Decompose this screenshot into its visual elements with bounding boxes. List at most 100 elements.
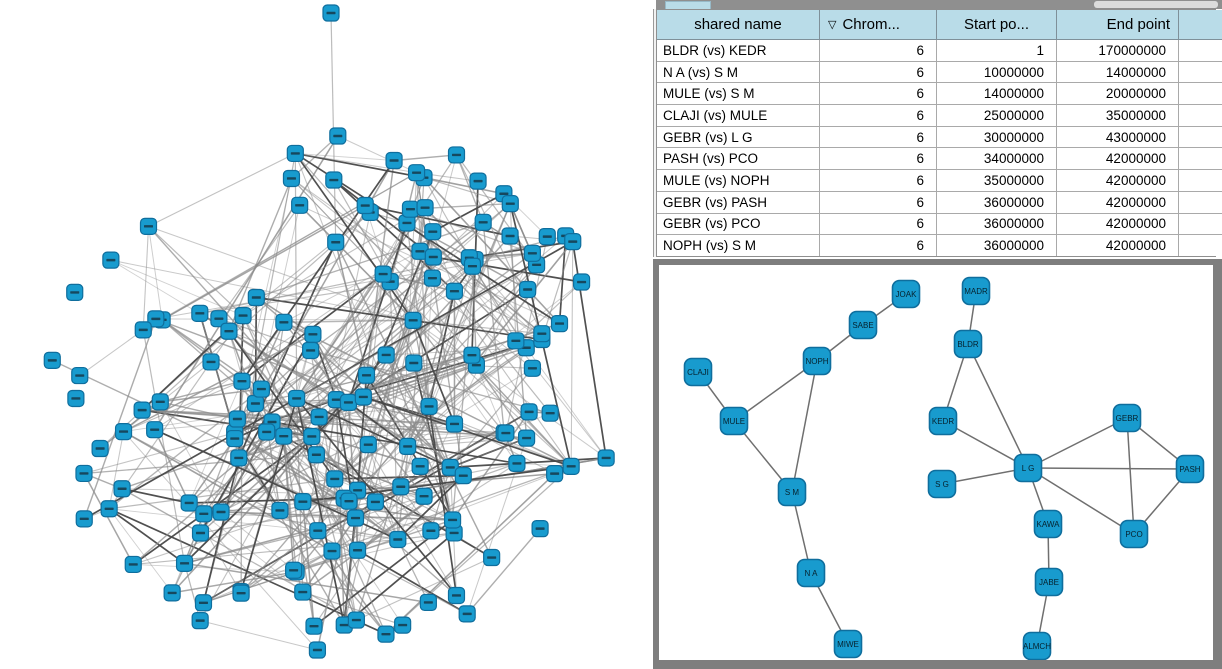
network-node-almch[interactable]: ALMCH: [1022, 631, 1052, 660]
network-edge[interactable]: [155, 318, 364, 398]
column-header-end-point[interactable]: End point: [1056, 10, 1179, 40]
network-node[interactable]: [416, 199, 434, 217]
network-edge[interactable]: [202, 457, 240, 603]
network-node[interactable]: [447, 586, 466, 605]
network-node[interactable]: [285, 561, 303, 579]
network-node[interactable]: [562, 457, 580, 475]
network-edge[interactable]: [407, 281, 582, 447]
overview-network-canvas[interactable]: [0, 0, 650, 669]
network-node[interactable]: [303, 427, 321, 446]
network-edge[interactable]: [423, 176, 505, 195]
network-node[interactable]: [329, 127, 347, 145]
network-node[interactable]: [377, 346, 395, 364]
network-node[interactable]: [247, 288, 265, 307]
network-node[interactable]: [302, 341, 320, 360]
network-node[interactable]: [392, 478, 410, 496]
network-edge[interactable]: [153, 429, 190, 504]
network-node[interactable]: [288, 389, 306, 408]
network-edge[interactable]: [357, 489, 399, 540]
network-edge[interactable]: [200, 532, 357, 621]
network-node[interactable]: [445, 524, 463, 542]
network-edge[interactable]: [1027, 467, 1135, 535]
network-node[interactable]: [463, 346, 481, 364]
network-node[interactable]: [424, 248, 442, 266]
network-edge[interactable]: [385, 465, 572, 635]
network-node-l-g[interactable]: L G: [1013, 453, 1043, 483]
network-edge[interactable]: [51, 359, 345, 499]
network-node[interactable]: [325, 171, 343, 189]
network-node[interactable]: [385, 151, 403, 170]
network-node[interactable]: [323, 542, 341, 560]
network-node[interactable]: [305, 617, 323, 635]
network-node[interactable]: [340, 492, 358, 510]
network-node-noph[interactable]: NOPH: [802, 346, 832, 376]
table-row[interactable]: CLAJI (vs) MULE625000000350000005.9: [657, 104, 1222, 127]
network-node[interactable]: [546, 465, 564, 483]
network-node[interactable]: [234, 306, 252, 325]
network-node[interactable]: [501, 195, 519, 213]
network-node[interactable]: [423, 269, 442, 287]
network-edge[interactable]: [1027, 467, 1191, 470]
table-row[interactable]: MULE (vs) S M614000000200000007.5: [657, 82, 1222, 106]
network-edge[interactable]: [234, 432, 345, 499]
network-edge[interactable]: [148, 152, 296, 227]
table-row[interactable]: BLDR (vs) KEDR61170000000192.0: [657, 39, 1222, 62]
network-edge[interactable]: [397, 475, 464, 541]
network-node[interactable]: [322, 4, 340, 22]
network-node[interactable]: [445, 415, 464, 433]
network-edge[interactable]: [148, 225, 244, 317]
network-edge[interactable]: [317, 402, 350, 531]
network-edge[interactable]: [570, 241, 574, 467]
network-edge[interactable]: [733, 360, 818, 422]
network-node[interactable]: [124, 555, 142, 574]
network-node[interactable]: [508, 454, 526, 473]
network-node[interactable]: [447, 146, 466, 164]
network-node[interactable]: [564, 233, 582, 251]
table-row[interactable]: GEBR (vs) PASH636000000420000008.9: [657, 191, 1222, 214]
network-edge[interactable]: [299, 204, 414, 321]
network-edge[interactable]: [108, 388, 262, 510]
network-edge[interactable]: [454, 290, 543, 335]
network-edge[interactable]: [449, 437, 527, 469]
network-node[interactable]: [533, 325, 551, 343]
network-node[interactable]: [389, 530, 407, 549]
network-node[interactable]: [195, 505, 213, 523]
network-edge[interactable]: [242, 315, 387, 635]
table-row[interactable]: GEBR (vs) L G6300000004300000016.9: [657, 126, 1222, 149]
network-node-pco[interactable]: PCO: [1119, 519, 1149, 549]
network-node[interactable]: [282, 169, 301, 188]
network-edge[interactable]: [432, 231, 455, 292]
network-edge[interactable]: [343, 412, 551, 499]
network-edge[interactable]: [450, 457, 607, 469]
network-edge[interactable]: [188, 381, 243, 504]
network-edge[interactable]: [199, 257, 470, 314]
network-node[interactable]: [212, 503, 230, 521]
network-node[interactable]: [294, 493, 312, 511]
network-edge[interactable]: [148, 226, 163, 320]
table-row[interactable]: GEBR (vs) PCO636000000420000008.4: [657, 213, 1222, 236]
column-header-start-po[interactable]: Start po...: [936, 10, 1057, 40]
network-node[interactable]: [43, 351, 61, 369]
network-node-kedr[interactable]: KEDR: [928, 406, 958, 436]
network-edge[interactable]: [334, 474, 464, 480]
network-edge[interactable]: [451, 411, 530, 521]
network-node[interactable]: [354, 388, 372, 406]
network-node[interactable]: [463, 257, 482, 275]
network-node[interactable]: [519, 280, 537, 299]
network-node[interactable]: [91, 439, 109, 458]
network-edge[interactable]: [293, 538, 398, 571]
network-node[interactable]: [523, 244, 541, 262]
network-edge[interactable]: [1126, 417, 1135, 535]
network-node[interactable]: [501, 227, 519, 245]
network-edge[interactable]: [161, 319, 243, 382]
network-node[interactable]: [407, 164, 426, 182]
network-edge[interactable]: [295, 152, 417, 174]
network-edge[interactable]: [541, 241, 574, 340]
network-edge[interactable]: [294, 153, 473, 356]
network-node[interactable]: [348, 541, 367, 559]
network-edge[interactable]: [221, 511, 453, 521]
network-node[interactable]: [246, 394, 265, 413]
network-edge[interactable]: [412, 319, 572, 467]
network-edge[interactable]: [154, 273, 384, 431]
network-node-joak[interactable]: JOAK: [891, 279, 921, 309]
